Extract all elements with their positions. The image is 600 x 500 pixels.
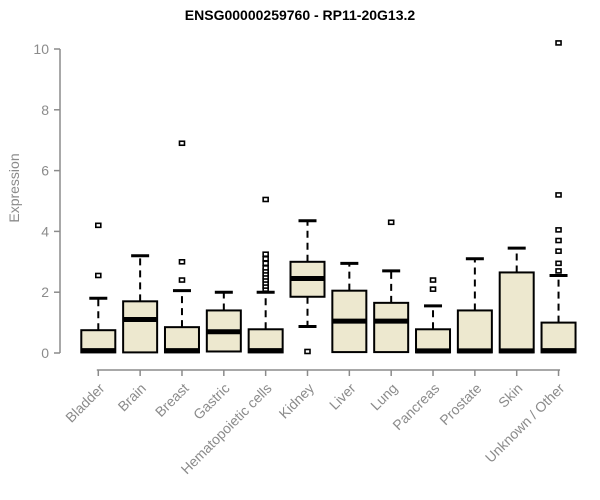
outlier-point-pancreas	[429, 277, 437, 283]
outlier-point-breast	[178, 140, 186, 147]
outlier-point-breast	[178, 258, 186, 265]
outlier-point-unknown-other	[555, 260, 562, 267]
box-lung	[373, 301, 410, 354]
outlier-point-unknown-other	[555, 40, 562, 46]
box-brain	[122, 300, 159, 354]
y-tick-label: 6	[41, 163, 49, 179]
outlier-point-unknown-other	[555, 237, 562, 244]
y-tick-label: 8	[41, 102, 49, 118]
box-prostate	[456, 309, 493, 354]
outlier-point-unknown-other	[555, 227, 562, 233]
outlier-point-bladder	[95, 222, 102, 229]
outlier-point-hematopoietic-cells	[262, 260, 269, 267]
outlier-point-unknown-other	[555, 268, 562, 274]
y-tick-label: 4	[41, 223, 49, 239]
y-tick-label: 2	[41, 284, 49, 300]
outlier-point-unknown-other	[555, 248, 562, 254]
outlier-point-unknown-other	[555, 192, 562, 198]
outlier-point-breast	[178, 277, 186, 283]
outlier-point-lung	[387, 219, 395, 226]
outlier-point-hematopoietic-cells	[262, 196, 269, 203]
box-unknown-other	[540, 321, 577, 354]
outlier-point-kidney	[304, 348, 311, 355]
outlier-point-hematopoietic-cells	[262, 255, 269, 262]
chart-title: ENSG00000259760 - RP11-20G13.2	[184, 7, 416, 23]
outlier-point-hematopoietic-cells	[262, 251, 269, 257]
outlier-point-hematopoietic-cells	[262, 265, 269, 271]
outlier-point-pancreas	[429, 286, 437, 292]
box-skin	[498, 271, 535, 354]
y-tick-label: 10	[33, 41, 49, 57]
outlier-point-bladder	[95, 272, 102, 279]
y-tick-label: 0	[41, 345, 49, 361]
